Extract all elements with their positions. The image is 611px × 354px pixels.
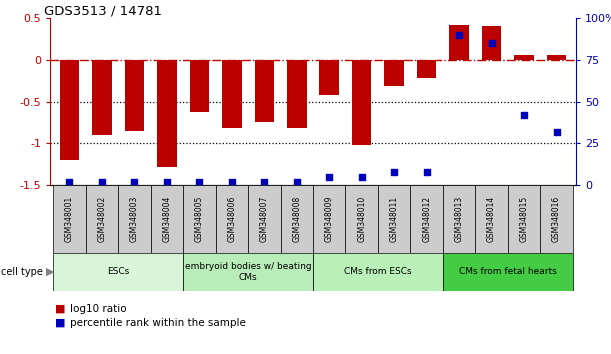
Text: GSM348003: GSM348003 xyxy=(130,196,139,242)
Bar xyxy=(255,60,274,122)
Bar xyxy=(157,60,177,167)
Bar xyxy=(222,60,241,128)
Point xyxy=(357,174,367,179)
Text: ■: ■ xyxy=(55,304,65,314)
Point xyxy=(162,179,172,184)
Text: GSM348010: GSM348010 xyxy=(357,196,366,242)
Bar xyxy=(540,185,573,253)
Bar xyxy=(514,55,534,60)
Bar xyxy=(92,60,112,135)
Point xyxy=(292,179,302,184)
Bar xyxy=(378,185,411,253)
Text: GSM348013: GSM348013 xyxy=(455,196,464,242)
Point xyxy=(194,179,204,184)
Bar xyxy=(475,185,508,253)
Bar xyxy=(287,60,307,128)
Point xyxy=(324,174,334,179)
Text: GSM348015: GSM348015 xyxy=(519,196,529,242)
Bar xyxy=(352,60,371,145)
Bar xyxy=(280,185,313,253)
Point xyxy=(97,179,107,184)
Bar xyxy=(443,185,475,253)
Bar xyxy=(183,253,313,291)
Bar xyxy=(482,26,501,60)
Text: GSM348009: GSM348009 xyxy=(324,196,334,242)
Bar xyxy=(118,185,151,253)
Bar xyxy=(320,60,339,95)
Point xyxy=(552,129,562,135)
Text: ESCs: ESCs xyxy=(107,268,130,276)
Text: GDS3513 / 14781: GDS3513 / 14781 xyxy=(44,4,162,17)
Text: GSM348016: GSM348016 xyxy=(552,196,561,242)
Bar xyxy=(216,185,248,253)
Text: embryoid bodies w/ beating
CMs: embryoid bodies w/ beating CMs xyxy=(185,262,312,282)
Text: GSM348002: GSM348002 xyxy=(97,196,106,242)
Bar xyxy=(53,253,183,291)
Point xyxy=(487,40,497,46)
Text: GSM348006: GSM348006 xyxy=(227,196,236,242)
Point xyxy=(227,179,236,184)
Bar xyxy=(53,185,86,253)
Text: ▶: ▶ xyxy=(46,267,54,277)
Point xyxy=(260,179,269,184)
Text: CMs from ESCs: CMs from ESCs xyxy=(344,268,412,276)
Point xyxy=(422,169,431,175)
Bar xyxy=(547,55,566,60)
Bar xyxy=(248,185,280,253)
Bar xyxy=(125,60,144,131)
Text: GSM348005: GSM348005 xyxy=(195,196,204,242)
Bar xyxy=(183,185,216,253)
Text: GSM348012: GSM348012 xyxy=(422,196,431,242)
Text: cell type: cell type xyxy=(1,267,43,277)
Bar xyxy=(189,60,209,112)
Point xyxy=(130,179,139,184)
Point xyxy=(519,112,529,118)
Text: GSM348014: GSM348014 xyxy=(487,196,496,242)
Point xyxy=(65,179,75,184)
Bar xyxy=(411,185,443,253)
Bar xyxy=(86,185,118,253)
Bar xyxy=(443,253,573,291)
Bar xyxy=(449,25,469,60)
Text: GSM348004: GSM348004 xyxy=(163,196,172,242)
Point xyxy=(389,169,399,175)
Bar xyxy=(313,185,345,253)
Bar xyxy=(151,185,183,253)
Bar xyxy=(313,253,443,291)
Bar xyxy=(60,60,79,160)
Text: GSM348011: GSM348011 xyxy=(390,196,398,242)
Bar xyxy=(417,60,436,78)
Text: percentile rank within the sample: percentile rank within the sample xyxy=(70,318,246,328)
Bar xyxy=(345,185,378,253)
Text: GSM348008: GSM348008 xyxy=(292,196,301,242)
Text: GSM348001: GSM348001 xyxy=(65,196,74,242)
Point xyxy=(454,32,464,38)
Bar xyxy=(384,60,404,86)
Bar xyxy=(508,185,540,253)
Text: log10 ratio: log10 ratio xyxy=(70,304,127,314)
Text: ■: ■ xyxy=(55,318,65,328)
Text: CMs from fetal hearts: CMs from fetal hearts xyxy=(459,268,557,276)
Text: GSM348007: GSM348007 xyxy=(260,196,269,242)
